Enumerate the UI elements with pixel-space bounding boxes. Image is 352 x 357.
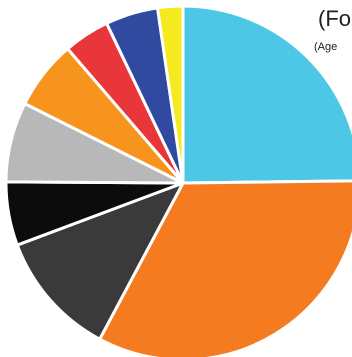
chart-subtitle: (Age	[314, 41, 337, 53]
pie-slices	[4, 4, 352, 357]
chart-title: (Fo	[318, 6, 351, 31]
pie-slice-3	[15, 181, 185, 341]
pie-slice-1	[181, 4, 352, 185]
pie-slice-2	[98, 179, 352, 357]
pie-slice-9	[156, 4, 185, 185]
